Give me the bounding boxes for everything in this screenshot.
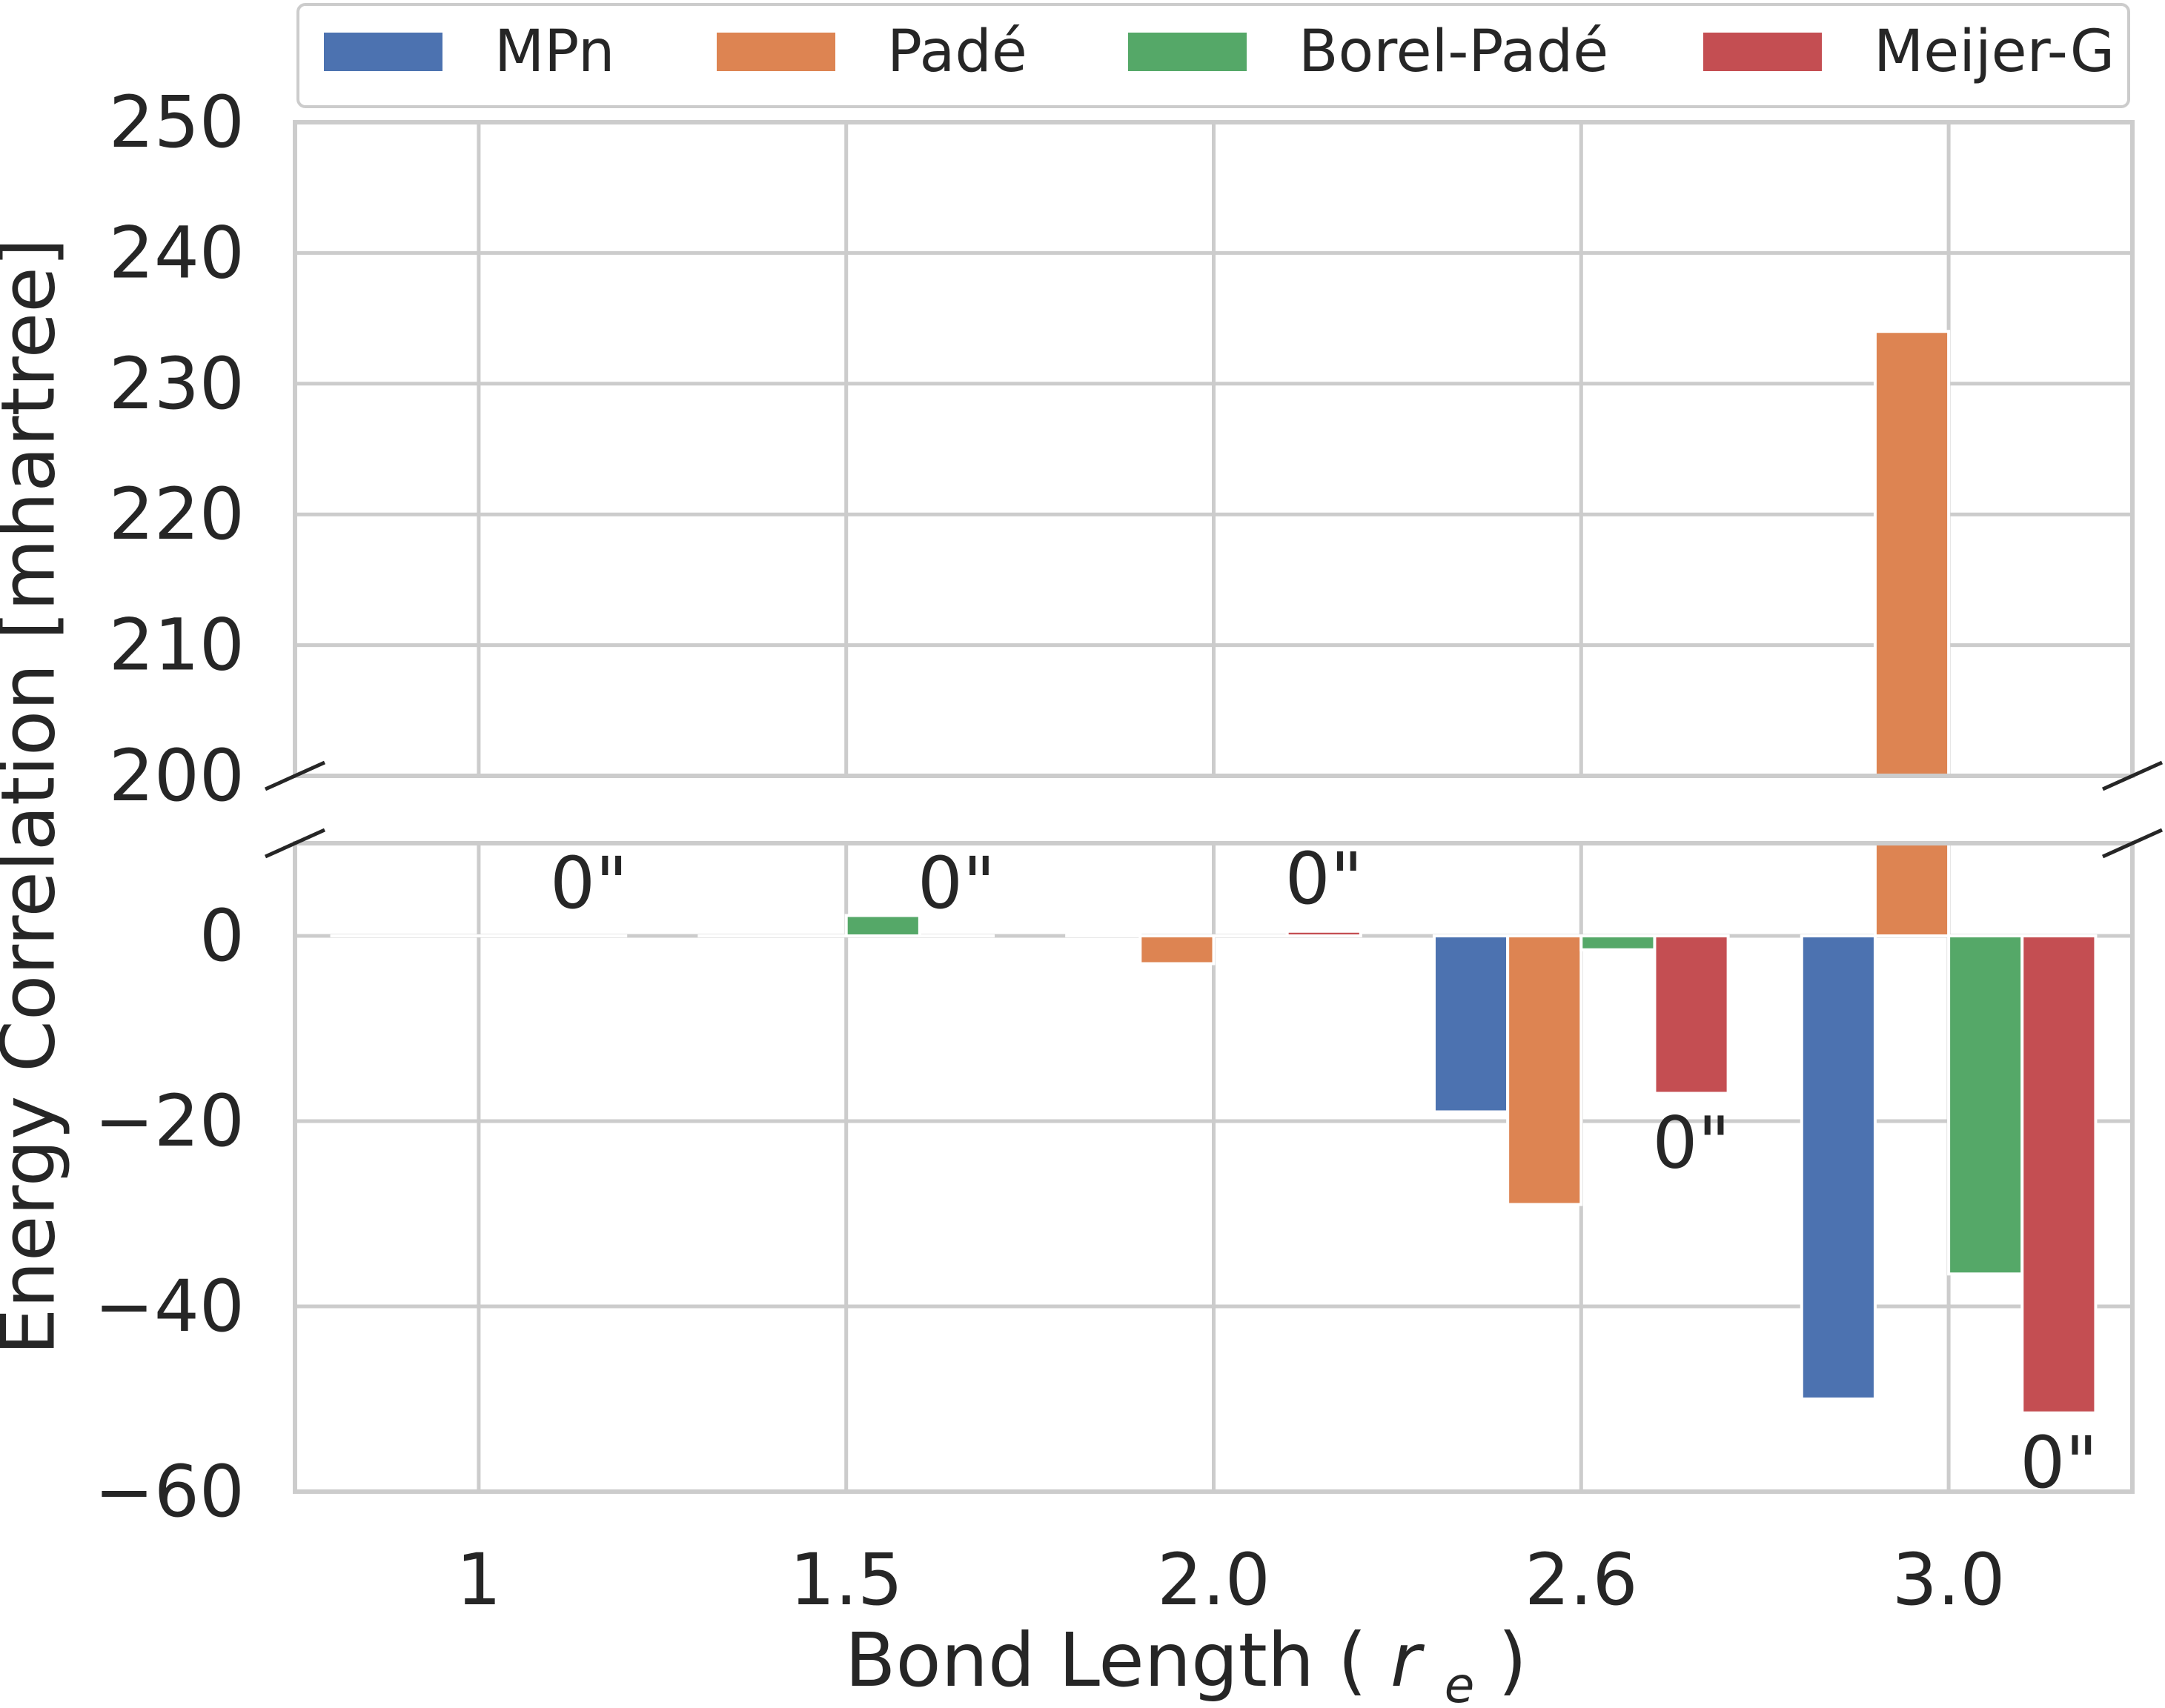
- axis-break-mark: [264, 828, 326, 859]
- bar-labels: 0" 0" 0" 0" 0": [550, 837, 2098, 1504]
- bars: [330, 330, 2098, 1415]
- lower-y-tick-label: −40: [94, 1265, 245, 1348]
- legend-swatch-mpn: [324, 33, 442, 71]
- upper-y-tick-label: 220: [109, 473, 245, 556]
- x-tick-label: 1: [456, 1538, 501, 1621]
- upper-panel-bars: [1873, 330, 1951, 776]
- legend-swatch-borel-pad: [1128, 33, 1247, 71]
- upper-y-tick-label: 230: [109, 342, 245, 425]
- axis-break-mark: [264, 760, 326, 791]
- bar-value-label: 0": [2020, 1421, 2098, 1504]
- legend-swatch-pad: [717, 33, 835, 71]
- bar-borel-pad: [844, 914, 921, 937]
- x-tick-label: 2.6: [1525, 1538, 1638, 1621]
- upper-y-tick-label: 200: [109, 734, 245, 817]
- bar-borel-pad: [1947, 934, 2024, 1276]
- upper-y-tick-label: 250: [109, 81, 245, 164]
- legend-label-pad: Padé: [887, 19, 1027, 85]
- x-axis-title-symbol: r: [1390, 1617, 1425, 1704]
- bar-pad: [1138, 934, 1216, 966]
- axis-break-mark: [2101, 828, 2164, 859]
- bar-value-label: 0": [550, 842, 628, 925]
- bar-value-label: 0": [1652, 1102, 1730, 1185]
- bar-mpn: [1065, 931, 1142, 937]
- upper-y-tick-label: 240: [109, 211, 245, 294]
- bar-meijer-g: [1285, 929, 1362, 937]
- y-axis-title: Energy Correlation [mhartree]: [0, 238, 71, 1355]
- bar-mpn: [1800, 934, 1877, 1400]
- bar-pad-upper: [1873, 330, 1951, 776]
- x-axis-title-text: Bond Length: [845, 1617, 1314, 1704]
- tick-labels: 200 210 220 230 240 250 −60 −40 −20 0 1 1.5 2.0 2.6 3.…: [94, 81, 2005, 1621]
- bar-meijer-g: [1653, 934, 1730, 1095]
- legend-label-borel-pad: Borel-Padé: [1299, 19, 1608, 85]
- x-axis-title-close-paren: ): [1498, 1617, 1527, 1704]
- bar-pad: [1506, 934, 1583, 1206]
- bar-borel-pad: [1579, 934, 1657, 951]
- bar-value-label: 0": [918, 842, 995, 925]
- axis-break-mark: [2101, 760, 2164, 791]
- upper-axes-frame: [293, 120, 2135, 778]
- x-tick-label: 1.5: [789, 1538, 903, 1621]
- x-tick-label: 3.0: [1892, 1538, 2006, 1621]
- legend-label-mpn: MPn: [494, 19, 614, 85]
- bar-value-label: 0": [1285, 837, 1363, 920]
- x-axis-title-subscript: e: [1445, 1657, 1475, 1708]
- axes-frame: [264, 120, 2164, 1494]
- bar-pad: [1873, 843, 1951, 937]
- bar-meijer-g: [2020, 934, 2098, 1415]
- lower-y-tick-label: −60: [94, 1450, 245, 1533]
- legend: MPn Padé Borel-Padé Meijer-G: [296, 3, 2130, 108]
- lower-y-tick-label: 0: [199, 894, 245, 977]
- legend-swatch-meijer-g: [1703, 33, 1822, 71]
- lower-axes-frame: [293, 841, 2135, 1494]
- lower-panel-bars: [330, 843, 2098, 1415]
- upper-y-tick-label: 210: [109, 604, 245, 687]
- x-tick-label: 2.0: [1157, 1538, 1270, 1621]
- x-axis-title: Bond Length ( r e ): [845, 1617, 1527, 1708]
- x-axis-title-open-paren: (: [1338, 1617, 1367, 1704]
- legend-label-meijer-g: Meijer-G: [1874, 19, 2115, 85]
- lower-y-tick-label: −20: [94, 1080, 245, 1163]
- bar-mpn: [1432, 934, 1510, 1114]
